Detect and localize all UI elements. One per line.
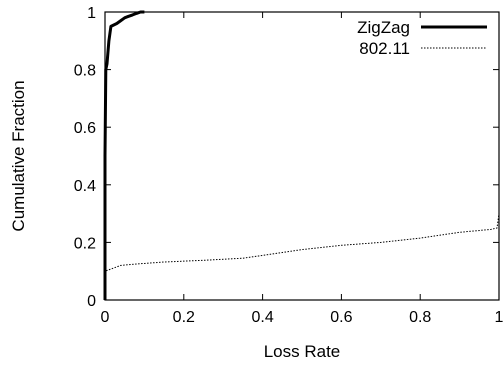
legend: ZigZag 802.11 bbox=[357, 18, 487, 58]
plot-frame bbox=[104, 11, 500, 301]
x-tick-label: 1 bbox=[495, 309, 504, 326]
x-tick-label: 0.8 bbox=[409, 309, 431, 326]
y-tick-label: 1 bbox=[87, 5, 96, 22]
axes-layer: 0 0.2 0.4 0.6 0.8 1 0 0.2 0.4 0.6 0.8 1 bbox=[74, 5, 504, 326]
series-line-zigzag bbox=[103, 10, 145, 300]
legend-label-zigzag: ZigZag bbox=[357, 18, 410, 37]
series-line-802-11 bbox=[104, 12, 500, 300]
x-axis-label: Loss Rate bbox=[264, 342, 341, 361]
y-tick-label: 0.8 bbox=[74, 63, 96, 80]
y-axis-label: Cumulative Fraction bbox=[9, 80, 28, 231]
series-layer bbox=[103, 10, 500, 300]
y-tick-label: 0.4 bbox=[74, 178, 96, 195]
y-tick-label: 0.2 bbox=[74, 235, 96, 252]
x-tick-label: 0.2 bbox=[173, 309, 195, 326]
y-tick-label: 0 bbox=[87, 293, 96, 310]
x-tick-label: 0 bbox=[101, 309, 110, 326]
x-tick-label: 0.6 bbox=[330, 309, 352, 326]
x-tick-label: 0.4 bbox=[251, 309, 273, 326]
legend-label-802-11: 802.11 bbox=[359, 39, 410, 58]
y-tick-label: 0.6 bbox=[74, 120, 96, 137]
